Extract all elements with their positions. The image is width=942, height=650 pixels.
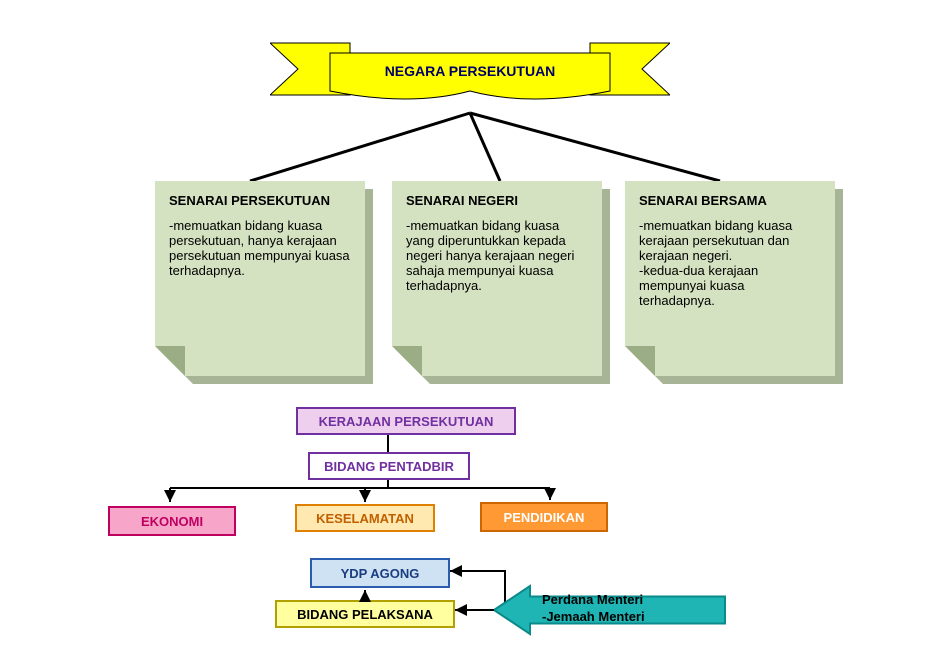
note-card-1: SENARAI NEGERI -memuatkan bidang kuasa ya… xyxy=(392,181,602,376)
box-ydp: YDP AGONG xyxy=(310,558,450,588)
note-card-2: SENARAI BERSAMA -memuatkan bidang kuasa k… xyxy=(625,181,835,376)
box-keselamatan: KESELAMATAN xyxy=(295,504,435,532)
box-ekonomi: EKONOMI xyxy=(108,506,236,536)
note-title: SENARAI NEGERI xyxy=(406,193,588,208)
note-content: -memuatkan bidang kuasa yang diperuntukk… xyxy=(406,218,588,293)
note-content: -memuatkan bidang kuasa kerajaan perseku… xyxy=(639,218,821,308)
box-kerajaan: KERAJAAN PERSEKUTUAN xyxy=(296,407,516,435)
box-bidang_pentadbir: BIDANG PENTADBIR xyxy=(308,452,470,480)
note-title: SENARAI BERSAMA xyxy=(639,193,821,208)
note-card-0: SENARAI PERSEKUTUAN -memuatkan bidang kua… xyxy=(155,181,365,376)
note-fold xyxy=(155,346,185,376)
box-bidang_pelaksana: BIDANG PELAKSANA xyxy=(275,600,455,628)
note-title: SENARAI PERSEKUTUAN xyxy=(169,193,351,208)
box-pendidikan: PENDIDIKAN xyxy=(480,502,608,532)
callout-arrow-label: Perdana Menteri-Jemaah Menteri xyxy=(542,592,645,626)
note-content: -memuatkan bidang kuasa persekutuan, han… xyxy=(169,218,351,278)
note-fold xyxy=(392,346,422,376)
banner-title: NEGARA PERSEKUTUAN xyxy=(270,63,670,79)
banner-ribbon: NEGARA PERSEKUTUAN xyxy=(270,35,670,113)
note-fold xyxy=(625,346,655,376)
